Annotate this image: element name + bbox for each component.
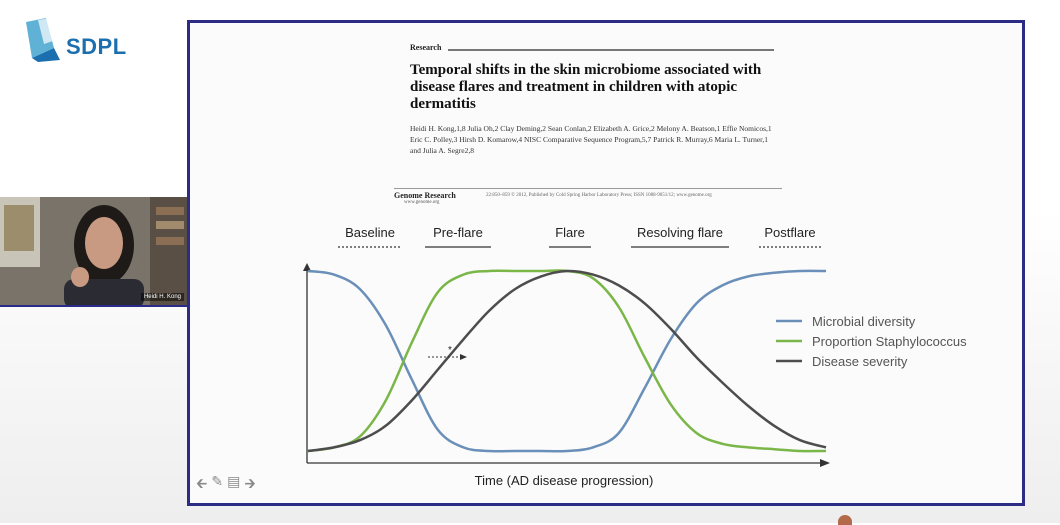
y-axis-arrow xyxy=(303,263,311,271)
slideshow-icon[interactable]: ▤ xyxy=(227,473,241,489)
series-line xyxy=(307,269,827,453)
journal-url: www.genome.org xyxy=(404,200,440,205)
phase-label: Pre-flare xyxy=(433,225,483,240)
phase-label: Flare xyxy=(555,225,585,240)
arrow-left-icon[interactable]: 🡰 xyxy=(196,475,208,491)
paper-header: Research Temporal shifts in the skin mic… xyxy=(394,43,782,205)
sdpl-logo xyxy=(24,18,134,62)
x-axis-label: Time (AD disease progression) xyxy=(475,473,654,488)
legend-entry: Disease severity xyxy=(812,354,908,369)
pen-icon[interactable]: ✎ xyxy=(211,473,224,489)
phase-label: Resolving flare xyxy=(637,225,723,240)
paper-authors: Heidi H. Kong,1,8 Julia Oh,2 Clay Deming… xyxy=(410,124,772,155)
sdpl-logo-text: SDPL xyxy=(66,34,127,59)
series-line xyxy=(307,269,827,453)
legend-entry: Proportion Staphylococcus xyxy=(812,334,967,349)
presentation-slide: Research Temporal shifts in the skin mic… xyxy=(187,20,1025,506)
arrow-right-icon[interactable]: 🡲 xyxy=(244,475,256,491)
x-axis-arrow xyxy=(820,459,830,467)
divider xyxy=(394,188,782,189)
avatar xyxy=(838,515,852,525)
paper-title: Temporal shifts in the skin microbiome a… xyxy=(410,62,762,112)
participant-image xyxy=(0,197,188,305)
paper-section-label: Research xyxy=(410,43,442,52)
participant-name: Heidi H. Kong xyxy=(140,293,184,301)
sdpl-logo-icon xyxy=(26,18,60,62)
disease-progression-chart: Time (AD disease progression) Baseline Pre… xyxy=(303,225,967,488)
legend-entry: Microbial diversity xyxy=(812,314,916,329)
phase-label: Baseline xyxy=(345,225,395,240)
annotation-arrowhead xyxy=(460,354,467,360)
journal-name: Genome Research xyxy=(394,191,456,200)
journal-citation: 22:850–859 © 2012, Published by Cold Spr… xyxy=(486,193,712,198)
phase-label: Postflare xyxy=(764,225,815,240)
slide-toolbar: 🡰 ✎ ▤ 🡲 xyxy=(196,473,256,497)
participant-video[interactable]: Heidi H. Kong xyxy=(0,197,188,307)
journal-footer: Genome Research www.genome.org 22:850–85… xyxy=(394,188,782,205)
annotation-label: * xyxy=(448,345,452,356)
series-line xyxy=(307,269,827,453)
divider xyxy=(448,49,774,51)
